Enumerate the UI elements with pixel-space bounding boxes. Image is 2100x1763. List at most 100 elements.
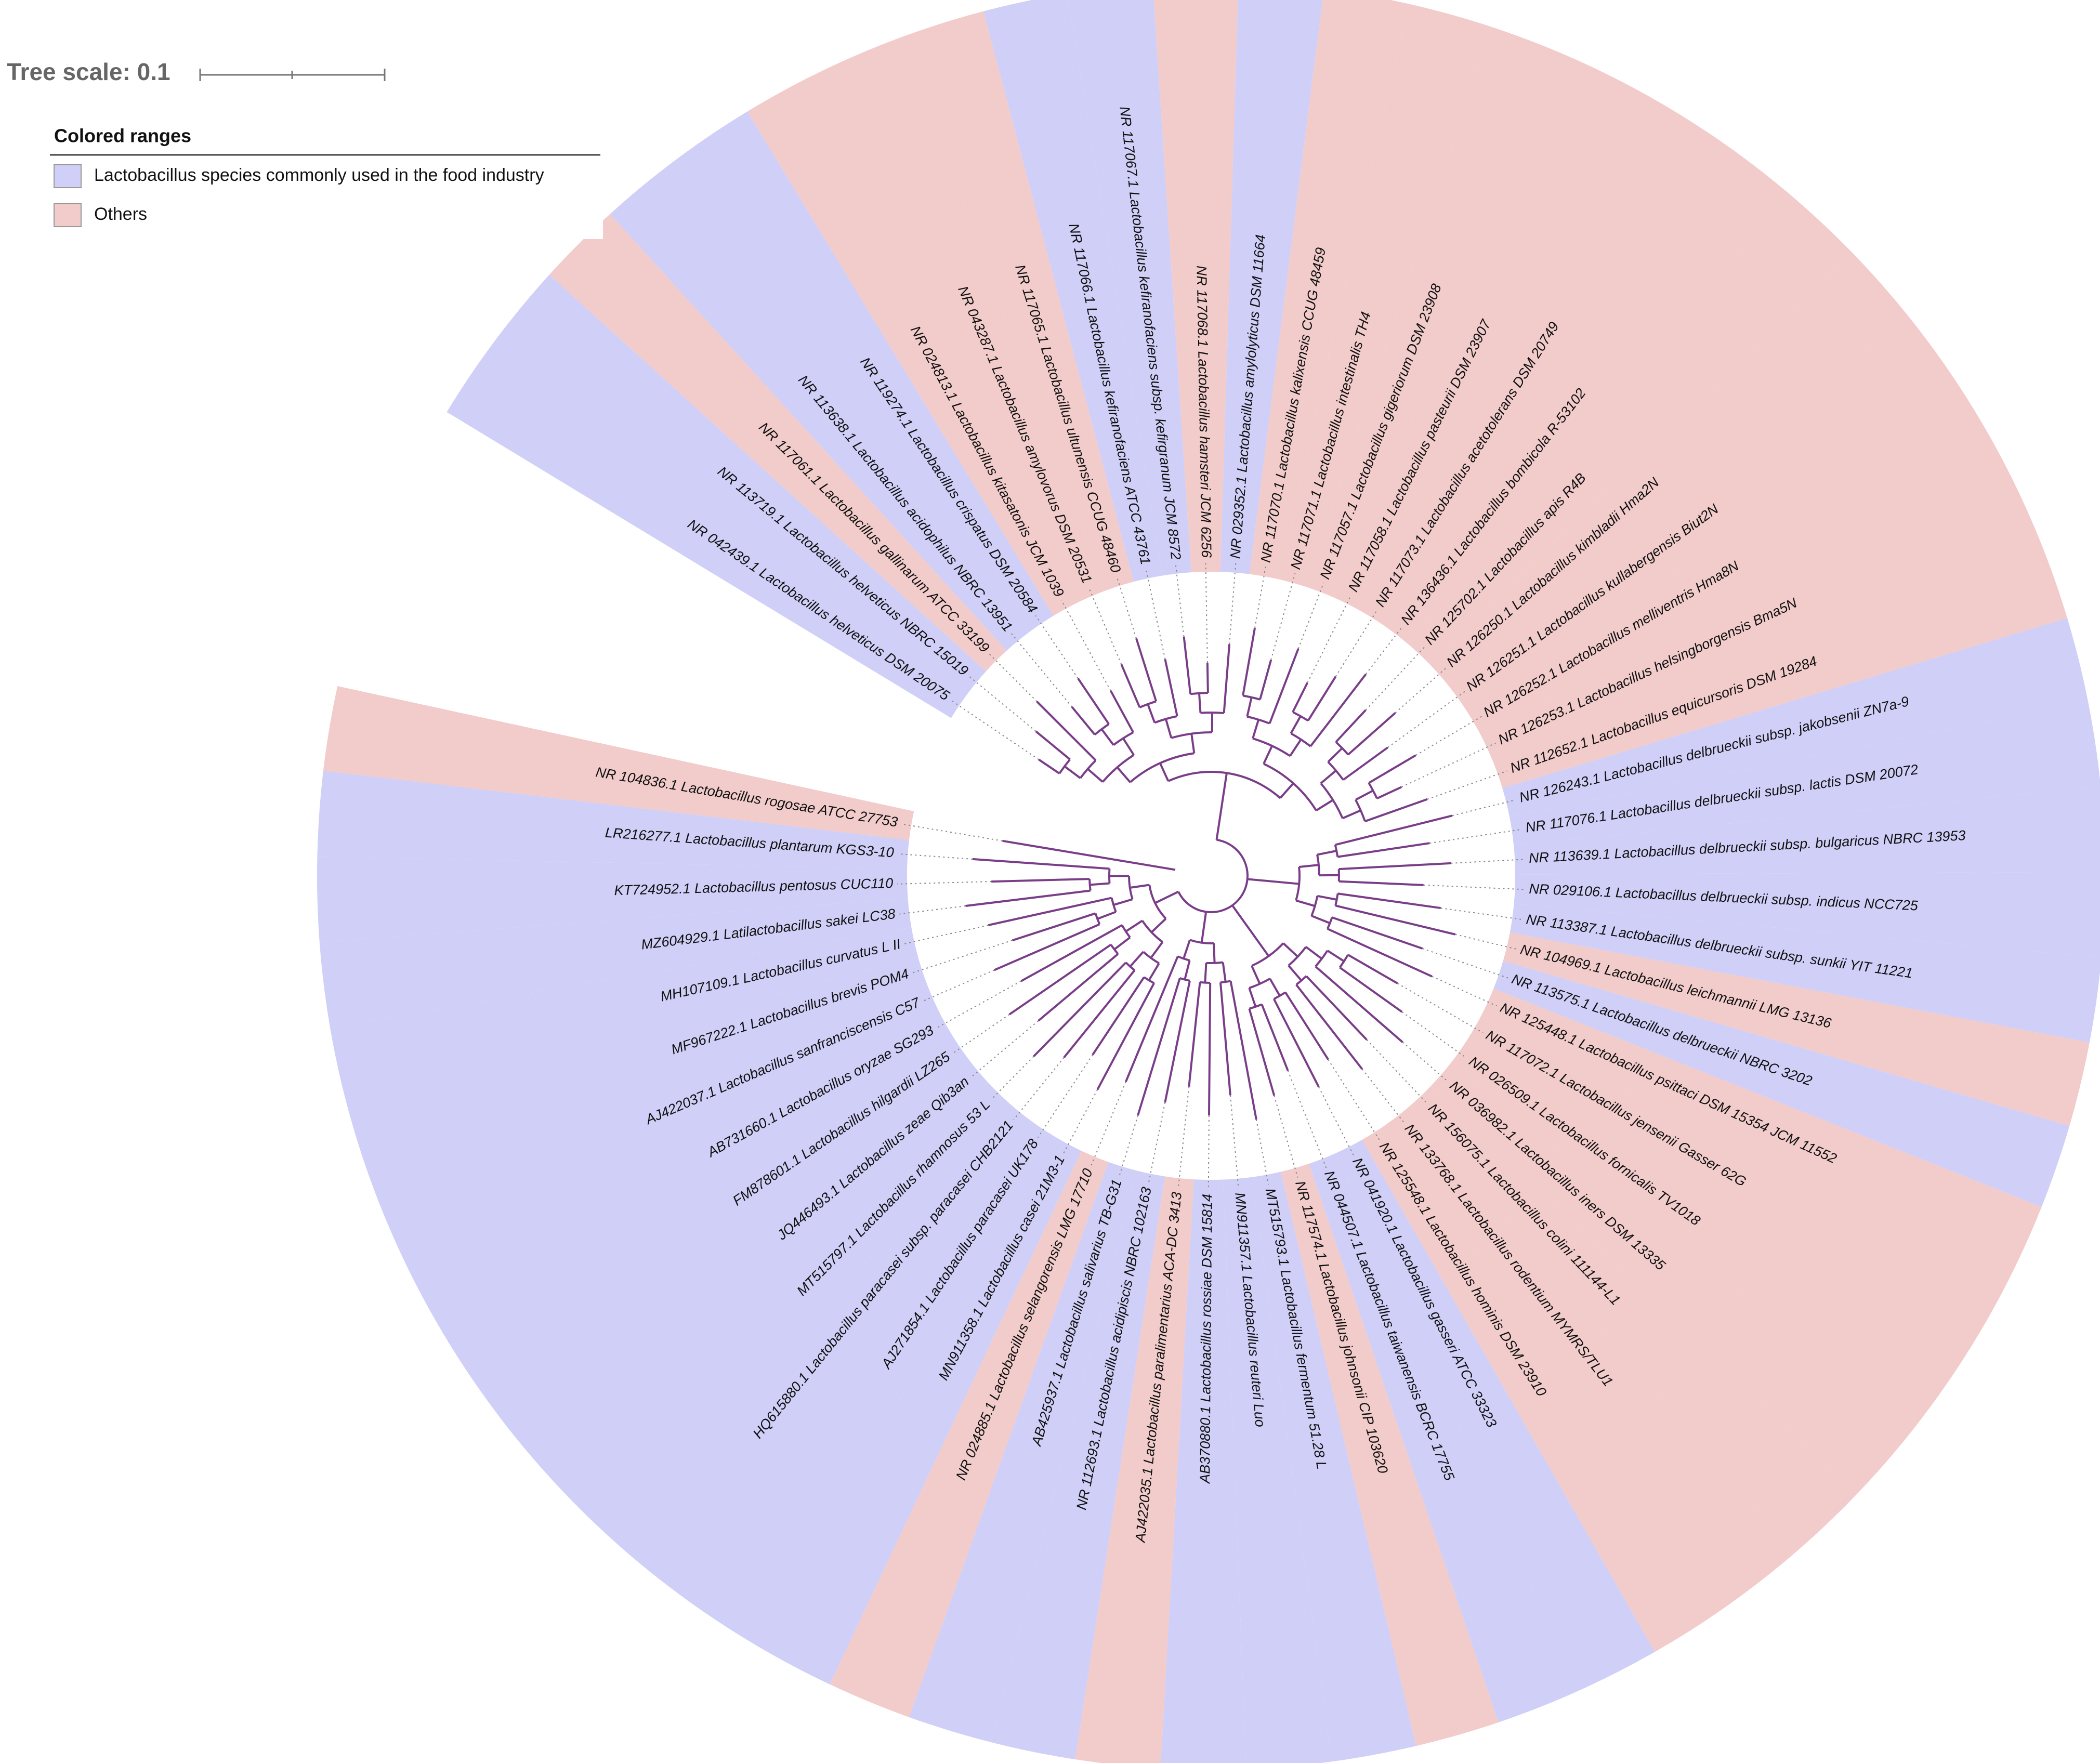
branch <box>1338 862 1451 871</box>
leaf-connector <box>990 1056 1034 1100</box>
branch <box>1116 766 1131 783</box>
branch <box>1002 839 1176 871</box>
colored-range <box>317 770 910 870</box>
branch <box>1269 978 1281 996</box>
branch <box>1184 960 1191 980</box>
branch <box>1208 982 1212 1115</box>
branch <box>1036 701 1097 761</box>
legend-label: Lactobacillus species commonly used in t… <box>94 165 544 185</box>
branch <box>1295 899 1316 907</box>
branch <box>1150 918 1167 933</box>
branch <box>1219 982 1231 1096</box>
branch <box>1335 814 1453 846</box>
colored-range <box>1220 0 1323 574</box>
colored-range <box>1362 1124 1727 1652</box>
branch <box>1342 809 1361 820</box>
leaf-connector <box>1401 1011 1467 1059</box>
branch <box>965 889 1091 907</box>
branch <box>1077 678 1110 725</box>
colored-range <box>1492 537 2068 788</box>
branch <box>1368 754 1416 784</box>
branch <box>1147 704 1156 723</box>
branch <box>1063 969 1136 1058</box>
leaf-connector <box>897 881 992 885</box>
branch <box>1364 798 1428 823</box>
colored-range <box>1333 57 1648 611</box>
branch <box>1327 747 1343 763</box>
branch <box>1204 963 1208 983</box>
colored-range <box>1068 0 1191 576</box>
branch <box>1229 981 1257 1120</box>
leaf-connector <box>1335 609 1378 677</box>
legend-title: Colored ranges <box>54 125 191 147</box>
colored-range <box>615 1102 1032 1597</box>
branch <box>1317 850 1337 856</box>
branch <box>1124 956 1179 1083</box>
colored-range <box>1514 872 2100 958</box>
colored-range <box>1481 988 2042 1285</box>
leaf-connector <box>970 1020 1039 1078</box>
colored-range <box>991 1170 1165 1759</box>
colored-range <box>1281 1163 1499 1746</box>
leaf-connector <box>1422 948 1508 979</box>
branch <box>1327 917 1333 929</box>
branch <box>1122 738 1135 756</box>
branch <box>1190 733 1196 754</box>
branch <box>1113 937 1131 951</box>
branch <box>1121 925 1131 938</box>
leaf-connector <box>1116 576 1137 639</box>
branch <box>1261 1004 1289 1071</box>
colored-range <box>1153 0 1238 573</box>
colored-range <box>1161 1179 1246 1763</box>
leaf-connector <box>1395 667 1447 714</box>
branch <box>1335 904 1456 936</box>
leaf-connector <box>1090 1081 1126 1166</box>
branch <box>1087 768 1104 783</box>
branch <box>1347 712 1396 756</box>
colored-range <box>747 70 1079 616</box>
leaf-connector <box>899 905 966 915</box>
branch <box>1038 758 1060 774</box>
colored-range <box>1430 1064 1913 1494</box>
colored-range <box>1480 459 2039 761</box>
leaf-connector <box>1429 828 1522 844</box>
branch <box>1113 898 1133 906</box>
leaf-connector <box>968 676 1036 732</box>
leaf-connector <box>1177 1086 1190 1188</box>
branch <box>1120 664 1141 708</box>
branch <box>1252 719 1260 739</box>
branch <box>1247 878 1300 885</box>
colored-range <box>1503 932 2090 1126</box>
branch <box>1088 879 1092 891</box>
colored-range <box>451 1035 969 1417</box>
branch <box>1327 950 1345 963</box>
branch <box>1130 884 1150 889</box>
branch <box>1288 965 1303 981</box>
legend-label: Others <box>94 204 147 224</box>
branch <box>1317 894 1337 901</box>
branch <box>1268 648 1300 724</box>
colored-range <box>1510 903 2100 1043</box>
leaf-connector <box>1254 567 1266 628</box>
colored-range <box>676 111 1054 633</box>
colored-range <box>409 1010 953 1347</box>
branch <box>1008 943 1112 1016</box>
leaf-connector <box>1387 691 1466 748</box>
legend-swatch <box>54 164 82 188</box>
leaf-label: AB370880.1 Lactobacillus rossiae DSM 158… <box>1197 1194 1215 1484</box>
branch <box>1310 896 1319 916</box>
branch <box>1284 992 1329 1060</box>
branch <box>1058 758 1071 774</box>
leaf-connector <box>1427 770 1507 800</box>
branch <box>1282 942 1298 958</box>
inner-disc <box>907 572 1515 1180</box>
leaf-connector <box>1401 742 1496 788</box>
colored-range <box>494 274 986 694</box>
tree-scale-label: Tree scale: 0.1 <box>7 58 170 85</box>
leaf-connector <box>1035 615 1079 679</box>
colored-range <box>330 927 918 1111</box>
colored-range <box>1409 1086 1857 1554</box>
tree <box>897 562 1525 1190</box>
leaf-connector <box>1088 586 1122 665</box>
colored-range <box>323 686 914 840</box>
